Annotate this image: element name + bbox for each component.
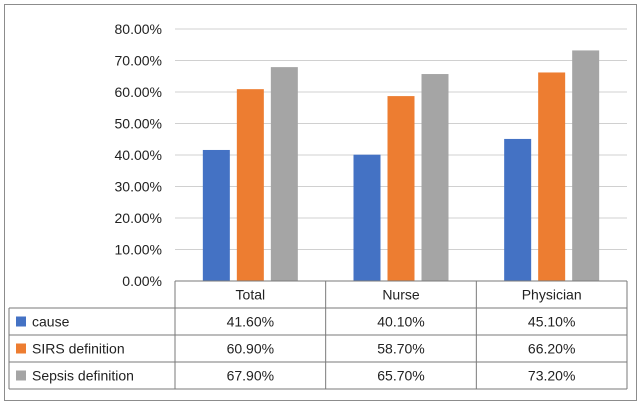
data-label: 45.10% xyxy=(528,314,575,330)
y-tick-label: 80.00% xyxy=(115,21,162,37)
bar xyxy=(572,50,600,281)
data-label: 60.90% xyxy=(227,341,274,357)
y-tick-label: 30.00% xyxy=(115,179,162,195)
bar xyxy=(202,149,230,281)
y-tick-label: 50.00% xyxy=(115,116,162,132)
category-label: Nurse xyxy=(382,287,420,303)
y-tick-label: 0.00% xyxy=(122,273,162,289)
bar xyxy=(236,89,264,281)
y-tick-label: 10.00% xyxy=(115,242,162,258)
data-label: 65.70% xyxy=(377,368,424,384)
data-label: 41.60% xyxy=(227,314,274,330)
y-tick-label: 70.00% xyxy=(115,53,162,69)
y-tick-label: 20.00% xyxy=(115,210,162,226)
y-tick-label: 60.00% xyxy=(115,84,162,100)
legend-swatch xyxy=(16,343,26,354)
bar xyxy=(538,72,566,281)
data-label: 67.90% xyxy=(227,368,274,384)
data-label: 73.20% xyxy=(528,368,575,384)
category-label: Total xyxy=(236,287,266,303)
data-label: 66.20% xyxy=(528,341,575,357)
category-label: Physician xyxy=(522,287,582,303)
legend-swatch xyxy=(16,316,26,327)
legend-label: Sepsis definition xyxy=(32,368,134,384)
bar xyxy=(353,154,381,281)
data-label: 58.70% xyxy=(377,341,424,357)
legend-label: cause xyxy=(32,314,70,330)
data-label: 40.10% xyxy=(377,314,424,330)
legend-label: SIRS definition xyxy=(32,341,125,357)
bar xyxy=(270,67,298,282)
y-tick-label: 40.00% xyxy=(115,147,162,163)
bar xyxy=(504,138,532,281)
bar xyxy=(387,96,415,281)
bar xyxy=(421,74,449,281)
legend-swatch xyxy=(16,370,26,381)
